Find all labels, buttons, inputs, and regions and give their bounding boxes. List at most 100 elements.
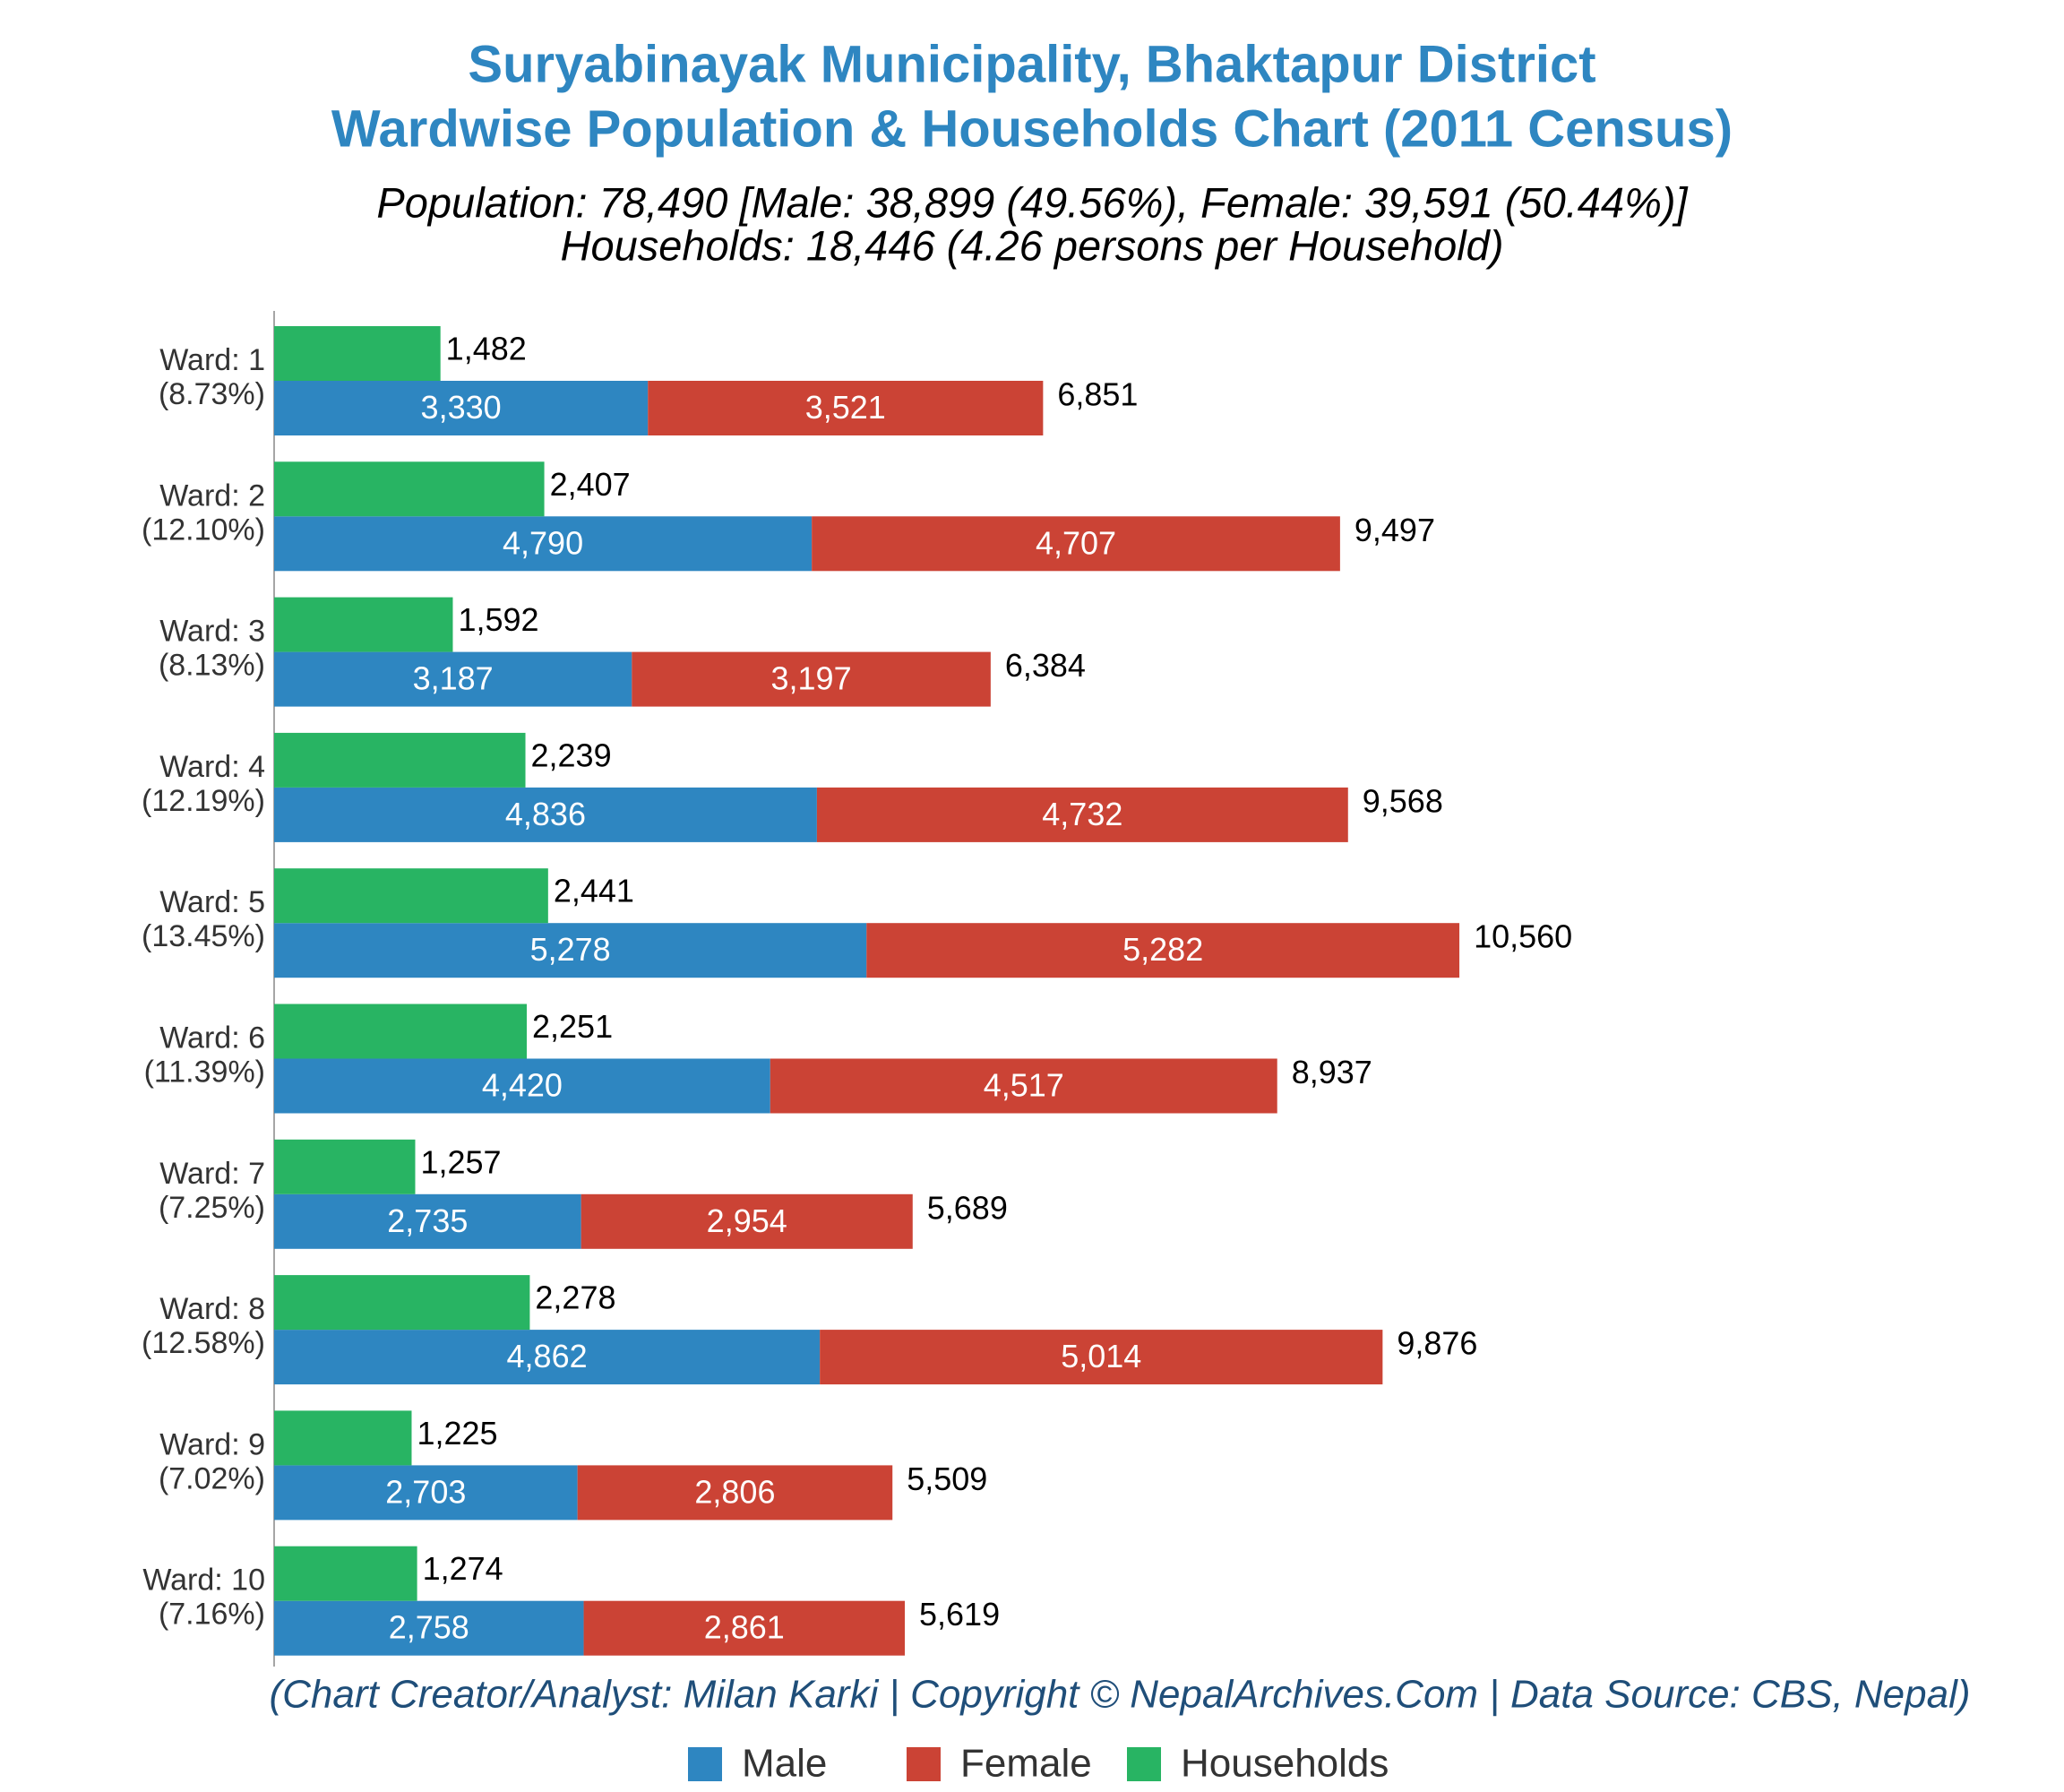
total-label: 6,384	[1005, 647, 1086, 684]
data-label: 3,521	[805, 389, 886, 426]
total-label: 8,937	[1292, 1054, 1372, 1090]
population-bar	[274, 1058, 770, 1114]
legend-label: Male	[742, 1742, 827, 1786]
data-label: 1,274	[423, 1550, 503, 1587]
data-label: 4,862	[507, 1338, 588, 1374]
legend-label: Female	[960, 1742, 1092, 1786]
y-tick-label: (7.16%)	[159, 1598, 265, 1632]
data-label: 2,239	[531, 737, 612, 773]
data-label: 4,790	[503, 524, 583, 561]
total-label: 5,689	[927, 1189, 1008, 1226]
y-tick-label: Ward: 2	[159, 478, 265, 513]
population-bar	[274, 651, 632, 707]
total-label: 9,497	[1354, 512, 1435, 548]
data-label: 3,187	[413, 660, 494, 697]
y-tick-label: Ward: 4	[159, 750, 265, 784]
data-label: 2,806	[694, 1473, 775, 1510]
y-tick-label: (13.45%)	[142, 919, 265, 953]
household-bar	[274, 1410, 412, 1466]
data-label: 4,707	[1036, 524, 1116, 561]
chart-subtitle: Households: 18,446 (4.26 persons per Hou…	[561, 221, 1504, 269]
household-bar	[274, 597, 453, 652]
legend-swatch	[1127, 1747, 1161, 1781]
data-label: 4,836	[505, 796, 586, 832]
footer-note: (Chart Creator/Analyst: Milan Karki | Co…	[269, 1673, 1970, 1717]
population-bar	[577, 1465, 893, 1521]
population-bar	[274, 1465, 578, 1521]
population-bar	[580, 1193, 913, 1249]
population-bar	[274, 381, 649, 435]
population-bar	[274, 787, 817, 842]
data-label: 5,282	[1122, 931, 1203, 968]
data-label: 1,225	[417, 1415, 497, 1452]
data-label: 5,014	[1061, 1338, 1141, 1374]
population-bar	[820, 1330, 1383, 1385]
population-bar	[816, 787, 1348, 842]
y-tick-label: Ward: 7	[159, 1157, 265, 1191]
y-tick-label: (7.02%)	[159, 1461, 265, 1495]
data-label: 4,420	[482, 1067, 563, 1104]
y-tick-label: Ward: 3	[159, 615, 265, 649]
data-label: 2,954	[707, 1202, 787, 1239]
y-tick-label: (8.73%)	[159, 377, 265, 411]
y-tick-label: (12.19%)	[142, 784, 265, 818]
data-label: 4,732	[1042, 796, 1122, 832]
population-bar	[583, 1600, 906, 1656]
legend-swatch	[688, 1747, 722, 1781]
y-tick-label: Ward: 6	[159, 1021, 265, 1055]
household-bar	[274, 868, 548, 924]
data-label: 1,592	[458, 601, 538, 638]
y-tick-label: Ward: 8	[159, 1292, 265, 1326]
chart-title: Wardwise Population & Households Chart (…	[331, 99, 1733, 158]
household-bar	[274, 1139, 416, 1194]
population-bar	[274, 516, 813, 572]
population-bar	[770, 1058, 1277, 1114]
household-bar	[274, 1004, 528, 1059]
y-tick-label: Ward: 5	[159, 885, 265, 919]
population-bar	[274, 1193, 581, 1249]
population-bar	[274, 1330, 821, 1385]
data-label: 1,257	[420, 1143, 501, 1180]
total-label: 5,619	[919, 1596, 1000, 1633]
y-tick-label: (11.39%)	[144, 1055, 265, 1089]
total-label: 9,568	[1363, 782, 1443, 819]
chart-title: Suryabinayak Municipality, Bhaktapur Dis…	[468, 35, 1595, 93]
data-label: 3,330	[421, 389, 502, 426]
total-label: 5,509	[907, 1460, 987, 1497]
total-label: 10,560	[1474, 918, 1572, 955]
data-label: 4,517	[984, 1067, 1064, 1104]
household-bar	[274, 326, 441, 381]
y-tick-label: Ward: 1	[159, 343, 265, 377]
household-bar	[274, 461, 545, 517]
legend-label: Households	[1181, 1742, 1389, 1786]
y-tick-label: (12.10%)	[142, 513, 265, 547]
total-label: 6,851	[1057, 376, 1138, 413]
total-label: 9,876	[1397, 1325, 1477, 1362]
data-label: 5,278	[530, 931, 611, 968]
household-bar	[274, 1546, 417, 1601]
data-label: 2,735	[387, 1202, 468, 1239]
y-tick-label: (12.58%)	[142, 1326, 265, 1360]
y-tick-label: Ward: 10	[142, 1564, 265, 1598]
data-label: 2,703	[385, 1473, 466, 1510]
population-bar	[632, 651, 991, 707]
population-bar	[274, 923, 867, 978]
data-label: 2,251	[532, 1008, 613, 1045]
y-tick-label: (8.13%)	[159, 649, 265, 683]
chart-subtitle: Population: 78,490 [Male: 38,899 (49.56%…	[376, 178, 1688, 226]
population-bar	[812, 516, 1340, 572]
y-tick-label: Ward: 9	[159, 1427, 265, 1461]
household-bar	[274, 732, 526, 788]
population-bar	[274, 1600, 584, 1656]
data-label: 2,407	[550, 466, 631, 503]
data-label: 2,441	[554, 873, 634, 909]
y-tick-label: (7.25%)	[159, 1191, 265, 1225]
population-bar	[866, 923, 1460, 978]
data-label: 3,197	[771, 660, 852, 697]
data-label: 2,278	[535, 1279, 615, 1316]
household-bar	[274, 1275, 530, 1331]
data-label: 2,861	[704, 1609, 785, 1646]
legend-swatch	[907, 1747, 941, 1781]
data-label: 2,758	[389, 1609, 469, 1646]
